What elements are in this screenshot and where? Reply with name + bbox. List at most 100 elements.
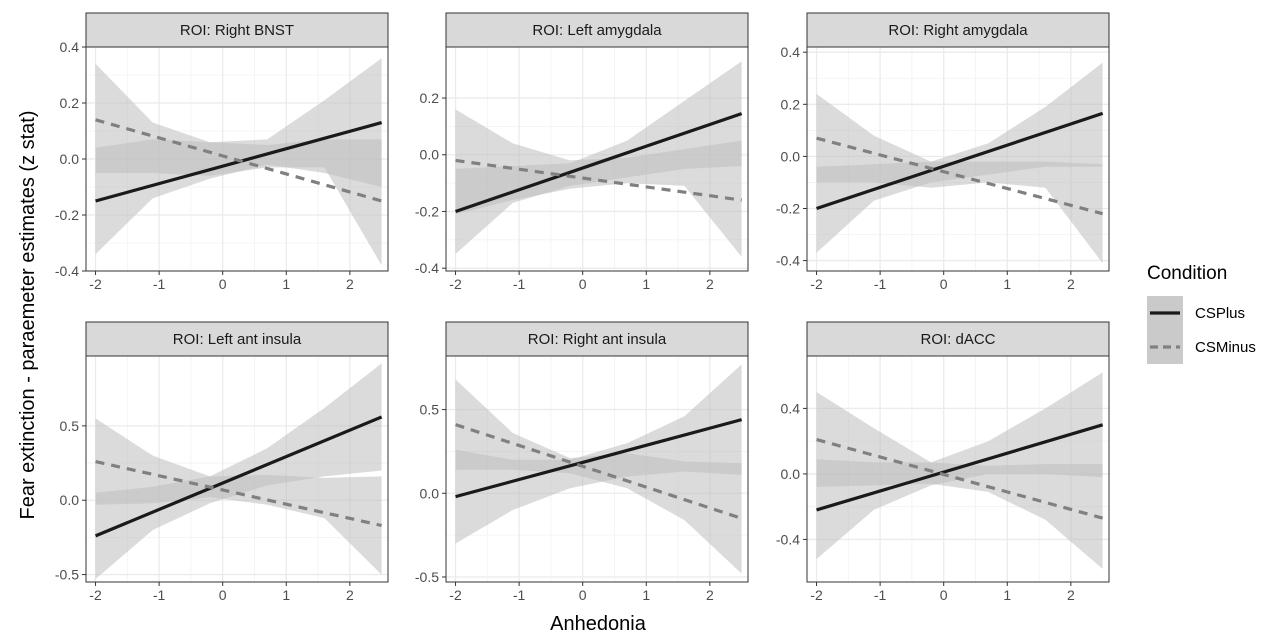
ci-band-csminus [816,93,1103,264]
panel-plot-area [807,356,1109,582]
x-tick-label: -2 [449,587,462,603]
y-tick-label: 0.2 [781,96,801,112]
facet-strip [445,321,749,357]
line-csplus [816,111,1104,211]
x-tick-label: 0 [940,276,948,292]
line-csplus [94,415,383,538]
x-tick-label: -2 [810,587,823,603]
y-tick-label: -0.4 [776,531,800,547]
panel-plot-area [446,356,748,582]
x-tick-label: -1 [513,587,526,603]
x-tick-label: -2 [89,276,102,292]
facet-strip [85,321,389,357]
x-tick-label: 1 [642,587,650,603]
line-csminus [816,437,1104,520]
x-tick-label: -1 [153,587,166,603]
x-tick-label: 2 [706,587,714,603]
y-tick-label: 0.2 [420,90,440,106]
legend-title: Condition [1147,263,1227,284]
y-tick-label: 0.0 [60,492,80,508]
x-tick-label: 1 [282,276,290,292]
y-tick-label: -0.4 [776,253,800,269]
y-axis-title: Fear extinction - paraemeter estimates (… [17,110,39,519]
legend-label: CSMinus [1195,339,1256,356]
ci-band-csplus [455,61,742,255]
facet-panel: ROI: Right amygdala -2 -1 0 1 2 -0.4 -0.2 0.0 0.2… [776,12,1110,292]
x-tick-label: 0 [219,276,227,292]
x-tick-label: 0 [940,587,948,603]
x-tick-label: 0 [219,587,227,603]
y-tick-label: 0.0 [781,148,801,164]
facet-title: ROI: Right ant insula [528,331,667,348]
line-csplus [455,112,743,213]
line-csminus [455,158,742,202]
y-tick-label: 0.2 [60,95,80,111]
x-tick-label: -2 [449,276,462,292]
y-tick-label: 0.0 [420,147,440,163]
x-tick-label: 1 [1003,276,1011,292]
facet-title: ROI: Right BNST [180,22,294,39]
line-csminus [816,136,1104,216]
x-tick-label: -1 [874,587,887,603]
y-tick-label: 0.0 [60,151,80,167]
x-tick-label: 2 [1067,276,1075,292]
panel-border [806,46,1110,272]
y-tick-label: 0.4 [781,44,801,60]
panel-border [445,46,749,272]
facet-panel: ROI: Right BNST -2 -1 0 1 2 -0.4 -0.2 0.0 0.2 0.4 [55,12,389,292]
x-tick-label: 1 [282,587,290,603]
panel-plot-area [807,47,1109,271]
panel-plot-area [86,47,388,271]
x-tick-label: -1 [153,276,166,292]
facet-strip [85,12,389,48]
y-tick-label: 0.5 [60,418,80,434]
ci-band-csminus [95,63,382,266]
x-tick-label: 0 [579,276,587,292]
x-tick-label: 2 [706,276,714,292]
y-tick-label: -0.4 [55,263,79,279]
panel-border [445,355,749,583]
facet-strip [806,321,1110,357]
ci-band-csplus [455,364,742,544]
y-tick-label: -0.2 [55,207,79,223]
ci-band-csminus [455,379,742,574]
y-tick-label: 0.0 [420,485,440,501]
line-csminus [455,423,743,520]
x-tick-label: 2 [346,587,354,603]
line-csminus [95,460,382,528]
x-tick-label: 0 [579,587,587,603]
ci-band-csplus [95,363,382,579]
y-tick-label: 0.5 [420,402,440,418]
x-tick-label: -2 [89,587,102,603]
y-tick-label: 0.0 [781,466,801,482]
y-tick-label: 0.4 [60,39,80,55]
facet-strip [806,12,1110,48]
facet-panel: ROI: Right ant insula -2 -1 0 1 2 -0.5 0.0 0.5 [415,321,749,603]
facet-title: ROI: Left ant insula [173,331,302,348]
legend-label: CSPlus [1195,305,1245,322]
x-tick-label: 2 [1067,587,1075,603]
line-csplus [816,423,1104,512]
ci-band-csminus [455,109,742,257]
facet-panel: ROI: Left amygdala -2 -1 0 1 2 -0.4 -0.2 0.0 0.2 [415,12,749,292]
y-tick-label: -0.2 [776,200,800,216]
facet-title: ROI: Left amygdala [532,22,662,39]
line-csplus [455,418,743,499]
x-tick-label: -1 [513,276,526,292]
x-tick-label: 1 [642,276,650,292]
facet-panel: ROI: dACC -2 -1 0 1 2 -0.4 0.0 0.4 [776,321,1110,603]
panel-border [806,355,1110,583]
panel-border [85,355,389,583]
facet-panels: ROI: Right BNST -2 -1 0 1 2 -0.4 -0.2 0.0 0.2 0.4 R… [55,12,1110,603]
panel-plot-area [86,356,388,582]
x-tick-label: -2 [810,276,823,292]
ci-band-csminus [95,418,382,575]
y-tick-label: -0.2 [415,203,439,219]
y-tick-label: -0.4 [415,260,439,276]
y-tick-label: -0.5 [55,567,79,583]
facet-title: ROI: dACC [920,331,995,348]
facet-strip [445,12,749,48]
x-tick-label: 1 [1003,587,1011,603]
legend: Condition CSPlus CSMinus [1147,263,1256,364]
